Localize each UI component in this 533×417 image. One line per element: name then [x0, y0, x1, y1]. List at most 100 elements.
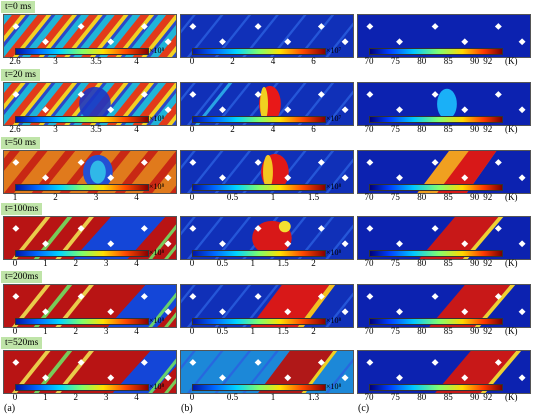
colorbar-tick-label: 0.5 [216, 326, 228, 336]
pillar-marker [341, 240, 349, 248]
colorbar-unit: (K) [505, 392, 518, 402]
time-label: t=50 ms [1, 137, 40, 149]
panel-field [4, 285, 176, 327]
stripe-warm [141, 83, 176, 125]
pillar-marker [341, 374, 349, 382]
stripe-cold [4, 83, 30, 116]
stripe-hot [158, 34, 176, 57]
stripe-hot [55, 15, 98, 57]
colorbar [192, 384, 326, 391]
front-core [90, 160, 106, 184]
stripe-hot [132, 15, 176, 57]
colorbar-tick-label: 85 [443, 56, 453, 66]
pillar-marker [42, 174, 49, 182]
stripe-cold [120, 15, 159, 57]
colorbar-tick-label: 2.6 [9, 124, 21, 134]
stripe-faint [242, 15, 279, 57]
stripe-faint [214, 83, 252, 125]
colorbar-tick-label: 92 [483, 258, 493, 268]
colorbar-tick-label: 4 [134, 392, 139, 402]
pillar-marker [396, 374, 403, 382]
stripe-hot [29, 15, 73, 57]
stripe-hot [31, 151, 76, 193]
colorbar [369, 116, 503, 123]
colorbar-tick-label: 92 [483, 192, 493, 202]
colorbar [369, 384, 503, 391]
colorbar [369, 318, 503, 325]
colorbar-tick-label: 90 [470, 192, 480, 202]
pillar-marker [317, 359, 325, 366]
stripe-faint [214, 285, 252, 327]
colorbar-tick-label: 70 [364, 258, 374, 268]
time-label: t=200ms [1, 271, 43, 283]
pillar-marker [219, 308, 226, 316]
pillar-marker [254, 159, 262, 166]
colorbar-tick-label: 70 [364, 326, 374, 336]
stripe-warm [12, 15, 52, 57]
colorbar-tick-label: 0.5 [226, 392, 239, 402]
stripe-faint [297, 15, 335, 57]
colorbar-tick-label: 85 [443, 392, 453, 402]
stripe-warm [12, 83, 52, 125]
pillar-marker [219, 174, 226, 182]
colorbar-tick-label: 80 [417, 56, 427, 66]
panel-field [358, 83, 530, 125]
pillar-marker [254, 23, 262, 30]
pillar-marker [107, 308, 115, 316]
time-label: t=0 ms [1, 1, 36, 13]
pillar-marker [366, 91, 374, 98]
stripe-faint [297, 83, 335, 125]
stripe-warm [11, 351, 51, 393]
colorbar-tick-label: 85 [443, 124, 453, 134]
hot-zone-edge [260, 86, 268, 122]
pillar-marker [42, 374, 49, 382]
colorbar-tick-label: 90 [470, 56, 480, 66]
colorbar-multiplier: ×10⁸ [326, 248, 342, 257]
stripe-warm [64, 15, 103, 57]
colorbar-tick-label: 3 [53, 124, 58, 134]
pillar-marker [494, 359, 502, 366]
colorbar-tick-label: 4 [134, 124, 139, 134]
stripe-faint [325, 224, 353, 259]
pillar-marker [42, 240, 49, 248]
pillar-marker [284, 106, 292, 114]
colorbar-tick-label: 3 [103, 258, 109, 268]
colorbar-tick-label: 6 [311, 56, 316, 66]
colorbar-tick-label: 0 [189, 392, 195, 402]
colorbar [192, 48, 326, 55]
stripe-faint [186, 15, 224, 57]
time-label: t=100ms [1, 203, 43, 215]
colorbar-tick-label: 2 [73, 392, 78, 402]
pillar-marker [396, 240, 403, 248]
stripe-warm [33, 285, 73, 327]
colorbar [15, 250, 149, 257]
colorbar-tick-label: 90 [470, 326, 480, 336]
stripe-faint [186, 83, 224, 125]
pillar-marker [366, 359, 374, 366]
colorbar-multiplier: ×10⁸ [149, 248, 165, 257]
stripe-faint [242, 351, 279, 393]
colorbar [15, 384, 149, 391]
pillar-marker [189, 359, 197, 366]
colorbar-tick-label: 85 [443, 192, 453, 202]
hot-zone-edge [297, 285, 336, 327]
stripe-hot [106, 83, 150, 125]
hot-zone [437, 151, 497, 193]
hot-zone [429, 285, 511, 327]
stripe-cold [43, 15, 82, 57]
colorbar-multiplier: ×10⁸ [326, 182, 342, 191]
colorbar-tick-label: 75 [390, 326, 400, 336]
colorbar [369, 250, 503, 257]
colorbar-tick-label: 90 [470, 392, 480, 402]
colorbar-tick-label: 2.6 [9, 56, 21, 66]
colorbar-tick-label: 1 [43, 258, 48, 268]
stripe-cold [94, 15, 133, 57]
pillar-marker [396, 106, 403, 114]
stripe-warm [38, 83, 78, 125]
pillar-marker [42, 38, 49, 46]
pillar-marker [341, 106, 349, 114]
pillar-marker [431, 23, 439, 30]
colorbar-tick-label: 2 [230, 56, 235, 66]
stripe-faint [214, 151, 252, 193]
stripe-warm [55, 351, 94, 393]
